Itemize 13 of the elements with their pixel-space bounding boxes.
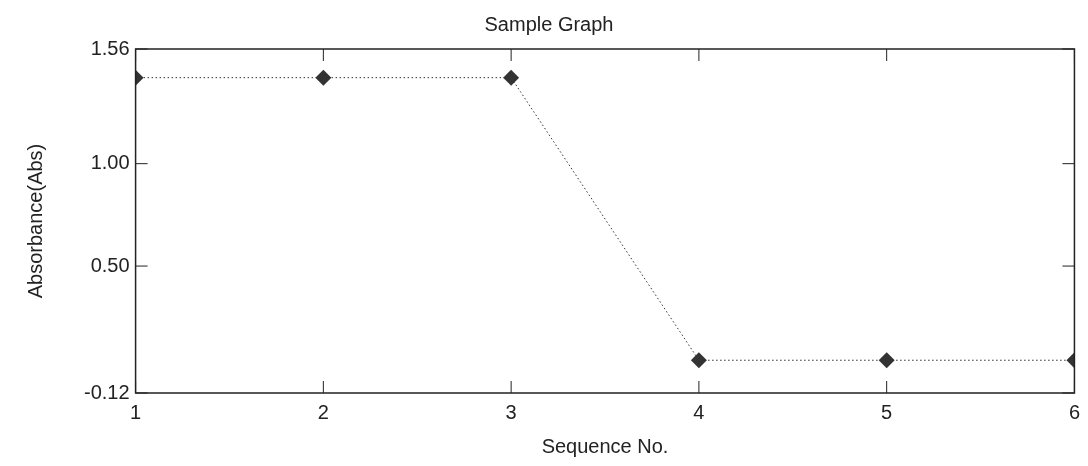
y-axis-title: Absorbance(Abs) bbox=[23, 143, 46, 299]
y-tick-label: 1.56 bbox=[90, 36, 130, 59]
x-tick-label: 1 bbox=[130, 400, 142, 423]
x-tick-label: 5 bbox=[881, 400, 893, 423]
x-axis-title: Sequence No. bbox=[541, 434, 669, 457]
y-tick-label: -0.12 bbox=[83, 380, 130, 403]
y-tick-label: 1.00 bbox=[90, 151, 130, 174]
x-tick-label: 2 bbox=[317, 400, 329, 423]
y-tick-label: 0.50 bbox=[90, 253, 130, 276]
x-tick-label: 3 bbox=[505, 400, 517, 423]
chart-title: Sample Graph bbox=[484, 12, 614, 35]
x-tick-label: 4 bbox=[693, 400, 705, 423]
x-tick-label: 6 bbox=[1068, 400, 1080, 423]
